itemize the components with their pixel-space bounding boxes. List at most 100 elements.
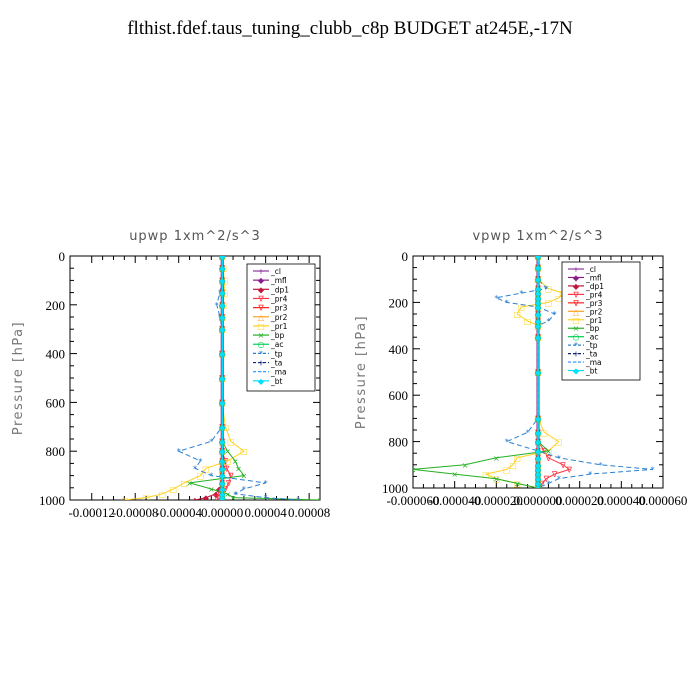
series-marker-pr4: ∇ [223,464,230,473]
legend-label: _ma [585,358,602,367]
legend-marker: ◆ [573,282,580,291]
series-marker-tp: * [296,496,300,505]
x-tick-label: 0.000060 [639,493,688,508]
series-marker-bt: ◆ [219,374,226,383]
series-marker-bt: ◆ [535,447,542,456]
series-marker-bt: ◆ [535,284,542,293]
series-marker-tp: * [242,485,246,494]
series-marker-dp1: ◆ [203,494,210,503]
series-marker-pr1: □ [513,310,521,319]
legend-marker: □ [257,322,265,331]
series-marker-bt: ◆ [219,264,226,273]
series-marker-pr4: ∇ [551,470,558,479]
series-marker-bt: ◆ [219,289,226,298]
legend-box [246,263,316,392]
series-marker-bt: ◆ [535,461,542,470]
legend-marker: + [258,359,265,368]
legend-marker: × [573,324,580,333]
legend-label: _bp [270,331,285,340]
series-marker-bt: ◆ [219,472,226,481]
y-tick-label: 0 [402,249,409,264]
series-marker-pr4: ∇ [543,475,550,484]
y-tick-label: 1000 [382,481,408,496]
legend: + _cl ◆ _mfl ◆ _dp1 ∇ _pr4 ∇ _pr3 △ _pr2 □ _pr1 × _bp ○ _… [246,263,316,392]
series-marker-bt: ◆ [219,325,226,334]
series-marker-bp: × [224,447,231,456]
series-marker-bp: × [462,461,469,470]
legend-marker: × [258,331,265,340]
series-marker-pr4: ∇ [566,465,573,474]
legend-label: _ta [270,359,282,368]
legend-marker: · [260,368,263,377]
y-tick-label: 800 [46,444,66,459]
series-marker-pr1: □ [197,472,205,481]
series-marker-bt: ◆ [535,438,542,447]
page-title: flthist.fdef.taus_tuning_clubb_c8p BUDGE… [127,18,573,39]
series-marker-pr4: ∇ [225,479,232,488]
series-marker-pr1: □ [169,485,177,494]
legend-label: _pr3 [585,299,603,308]
series-marker-tp: * [599,461,603,470]
legend-label: _cl [585,265,596,274]
series-line-tp [494,256,653,488]
series-marker-bt: ◆ [219,447,226,456]
y-tick-label: 400 [46,347,66,362]
series-marker-bp: × [545,447,552,456]
x-tick-label: -0.000060 [386,493,439,508]
legend-marker: + [573,265,580,274]
series-marker-bt: ◆ [535,303,542,312]
series-marker-pr1: □ [142,494,150,503]
series-marker-bp: × [493,454,500,463]
series-marker-pr1: □ [513,454,521,463]
x-tick-label: 0.000000 [514,493,563,508]
series-marker-tp: * [209,437,213,446]
legend-label: _pr3 [270,304,288,313]
legend-label: _pr2 [585,307,603,316]
series-marker-pr1: □ [121,496,129,505]
legend-label: _mfl [585,273,602,282]
x-tick-label: -0.000040 [428,493,481,508]
legend-label: _tp [585,341,598,350]
series-marker-tp: * [544,284,548,293]
series-marker-dp1: ◆ [216,485,223,494]
legend-label: _dp1 [270,285,289,294]
series-marker-bt: ◆ [219,252,226,261]
series-marker-bp: × [410,465,417,474]
series-marker-pr1: □ [509,461,517,470]
legend-marker: ∇ [257,294,264,303]
legend-marker: ○ [573,333,580,342]
series-marker-tp: * [553,310,557,319]
series-marker-bt: ◆ [535,454,542,463]
legend-label: _tp [270,349,283,358]
y-tick-label: 800 [389,435,409,450]
panel-title: upwp 1xm^2/s^3 [129,229,261,244]
series-marker-tp: * [494,294,498,303]
series-marker-tp: * [546,317,550,326]
series-marker-bt: ◆ [219,490,226,499]
series-marker-bt: ◆ [535,484,542,493]
series-marker-bp: × [232,457,239,466]
series-marker-pr1: □ [159,490,167,499]
legend-marker: · [575,358,578,367]
series-line-pr1 [124,256,245,500]
series-marker-bt: ◆ [219,437,226,446]
series-marker-tp: * [233,490,237,499]
legend-marker: * [259,349,263,358]
legend-label: _mfl [270,276,287,285]
legend-marker: + [573,350,580,359]
x-tick-label: 0.00000 [201,505,243,520]
series-marker-tp: * [198,457,202,466]
series-group: ∇∇∇∇∇∇∇∇∇∇∇∇∇∇∇∇∇∇∇∇∇∇∇∇□□□□□□□□□□□□□□□□… [410,256,655,493]
series-marker-bt: ◆ [219,494,226,503]
series-marker-tp: * [557,454,561,463]
legend-label: _pr4 [270,294,288,303]
series-marker-tp: * [218,313,222,322]
legend-label: _pr4 [585,290,603,299]
series-marker-bt: ◆ [535,333,542,342]
series-marker-pr1: □ [482,470,490,479]
series-marker-dp1: ◆ [213,490,220,499]
legend-marker: ∇ [572,299,579,308]
series-marker-bp: × [241,472,248,481]
series-marker-pr1: □ [180,479,188,488]
